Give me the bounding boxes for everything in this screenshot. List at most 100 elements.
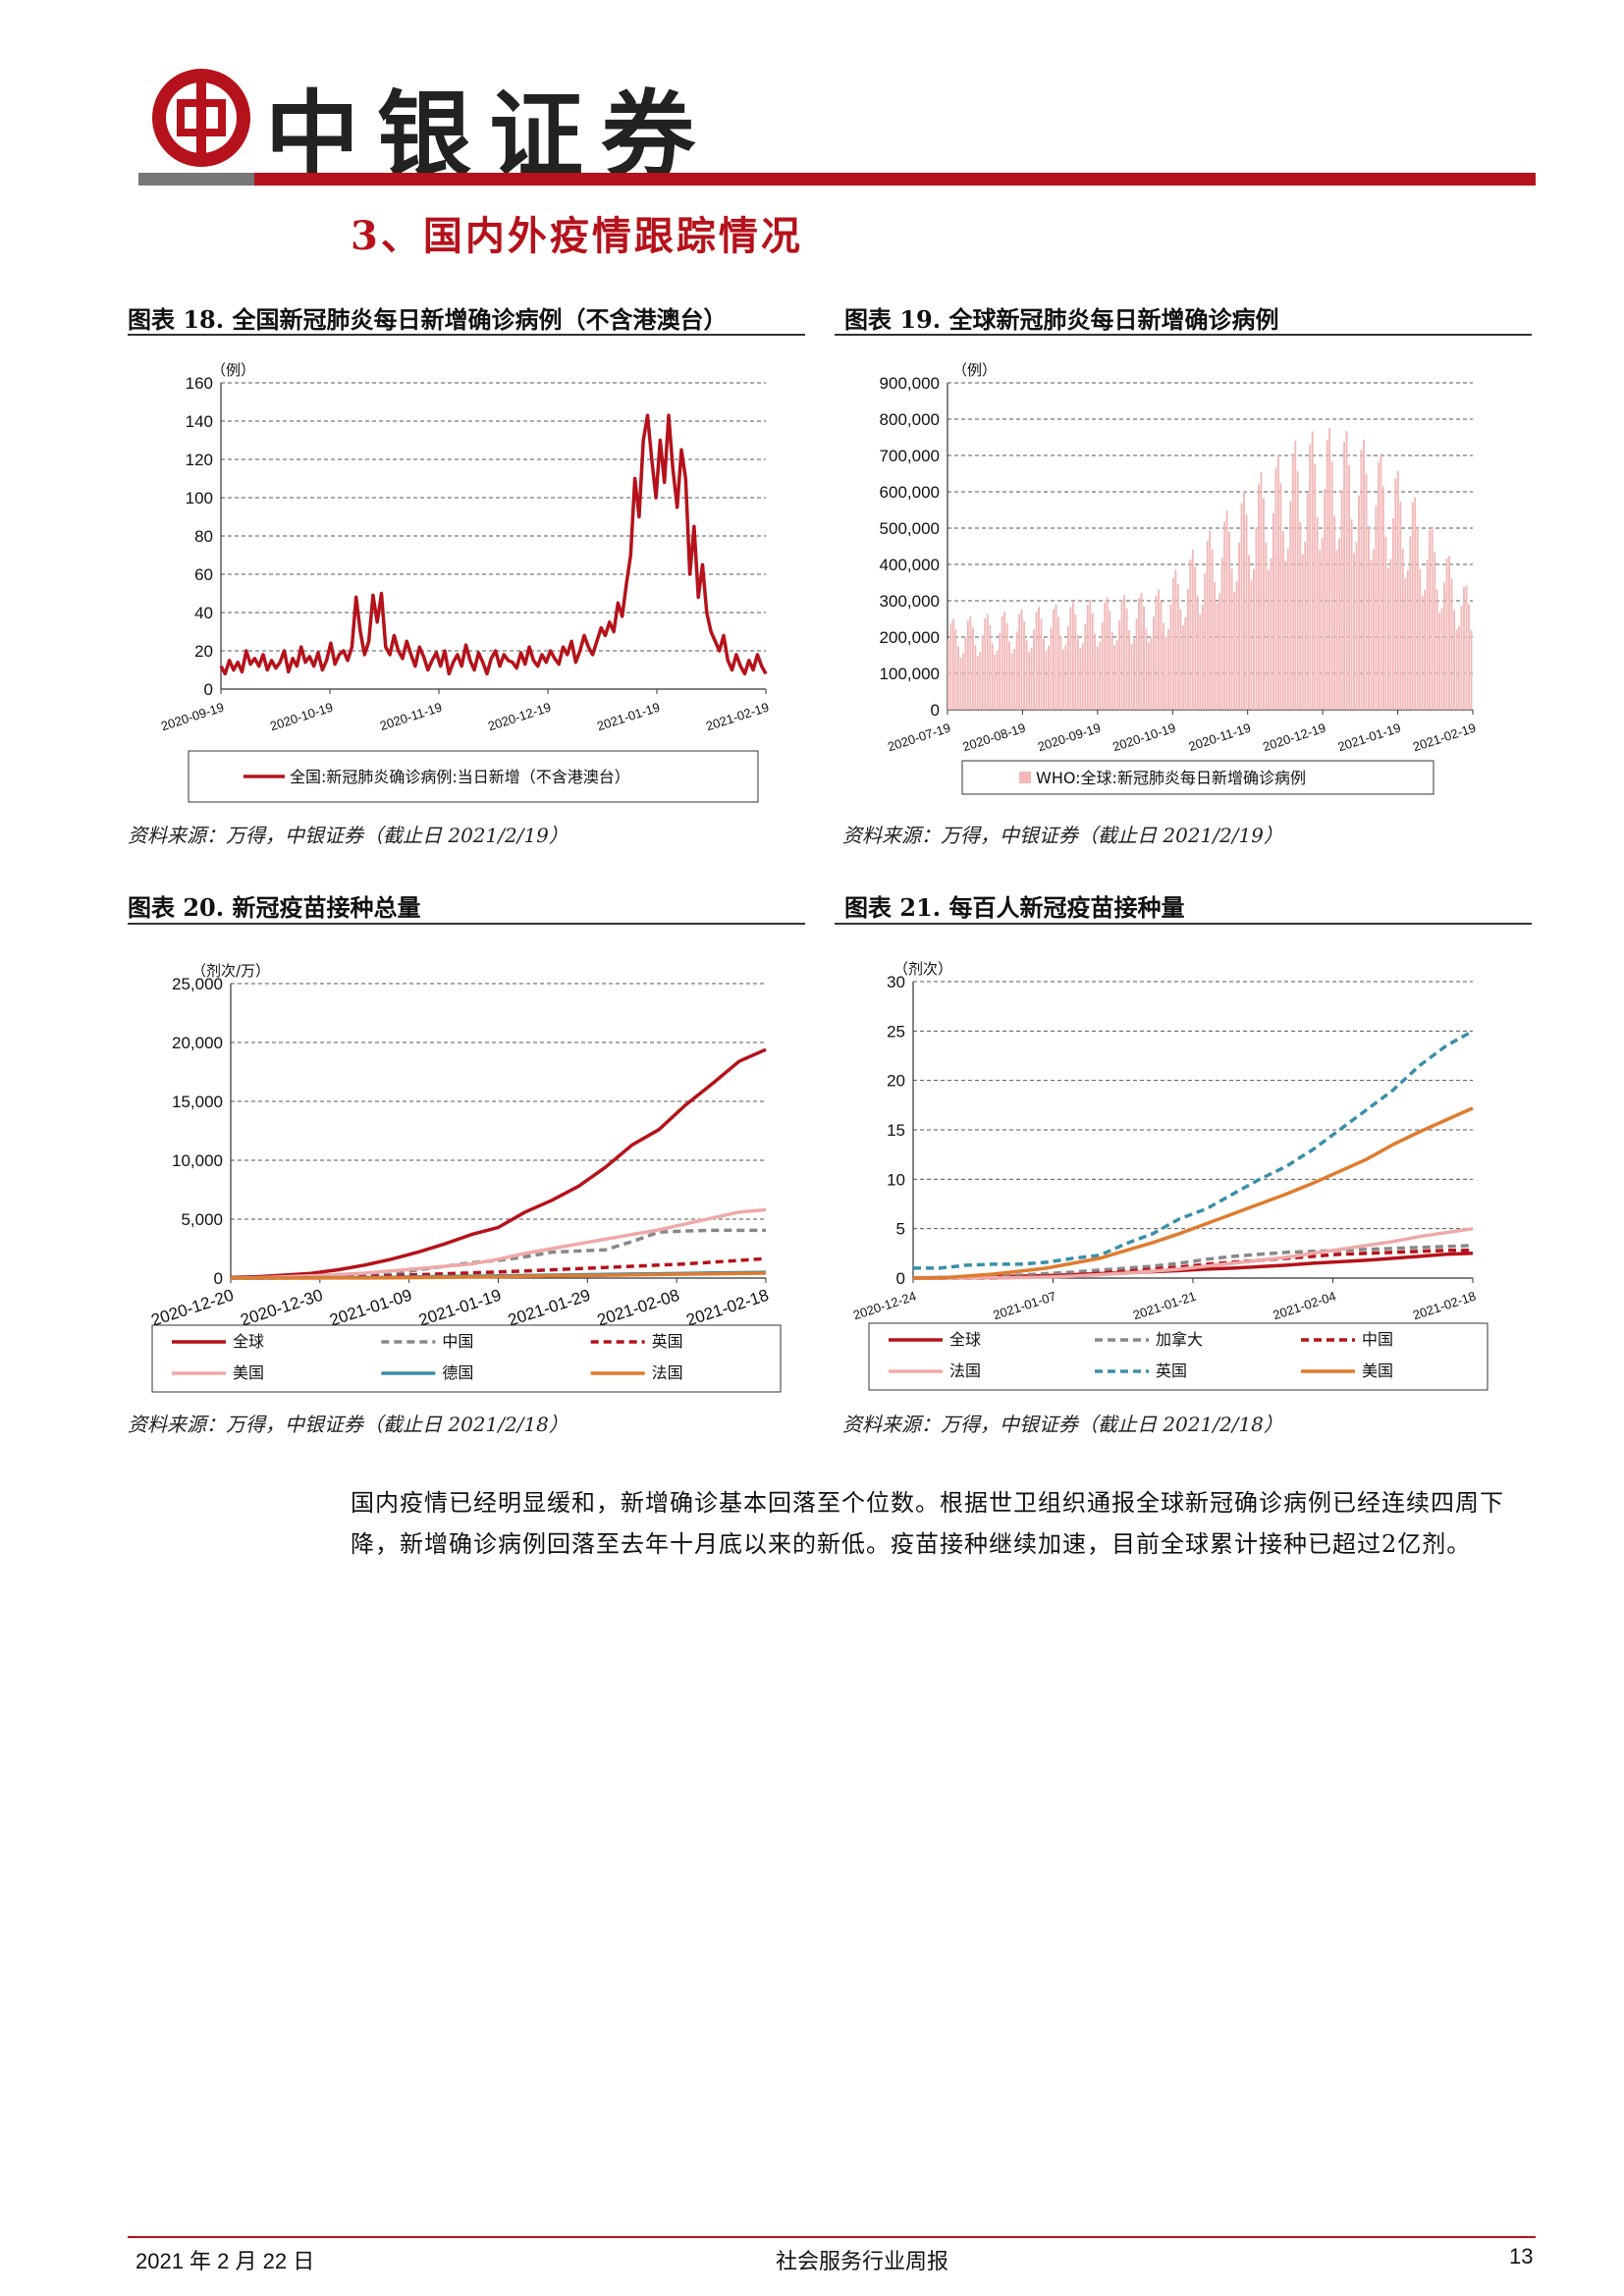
bar bbox=[1389, 559, 1392, 710]
bar bbox=[1401, 549, 1404, 710]
bar bbox=[1233, 591, 1236, 710]
bar bbox=[1253, 568, 1255, 710]
bar bbox=[1338, 538, 1341, 710]
bar bbox=[949, 622, 952, 710]
bar bbox=[1204, 573, 1207, 710]
bar bbox=[1260, 471, 1263, 710]
legend-label: 加拿大 bbox=[1156, 1330, 1203, 1349]
bar bbox=[1094, 633, 1097, 710]
bar bbox=[1143, 606, 1145, 710]
footer-rule bbox=[128, 2236, 1536, 2238]
bar bbox=[1470, 629, 1473, 710]
figure-19-source: 资料来源：万得，中银证券（截止日 2021/2/19） bbox=[842, 824, 1283, 847]
bar bbox=[1409, 536, 1412, 710]
bar bbox=[1465, 585, 1468, 710]
bar bbox=[1005, 622, 1008, 710]
bar bbox=[1431, 526, 1434, 710]
bar bbox=[1066, 625, 1069, 710]
legend-label: 中国 bbox=[442, 1332, 473, 1351]
x-tick-label: 2021-02-19 bbox=[1411, 721, 1478, 755]
y-tick-label: 900,000 bbox=[880, 374, 940, 393]
bar bbox=[1230, 568, 1233, 710]
bar bbox=[1001, 615, 1003, 710]
bar bbox=[1399, 502, 1402, 710]
bar bbox=[1096, 646, 1099, 710]
legend-swatch bbox=[1019, 772, 1031, 783]
bar bbox=[1225, 510, 1228, 710]
x-tick-label: 2020-12-20 bbox=[149, 1286, 237, 1330]
x-tick-label: 2020-10-19 bbox=[1110, 721, 1177, 755]
bar bbox=[1003, 612, 1006, 710]
bar bbox=[1380, 454, 1382, 710]
bar bbox=[1081, 643, 1084, 710]
bar bbox=[1289, 501, 1292, 710]
y-tick-label: 5 bbox=[896, 1220, 905, 1239]
bar bbox=[1125, 608, 1128, 710]
x-tick-label: 2021-01-09 bbox=[327, 1286, 414, 1330]
legend-label: WHO:全球:新冠肺炎每日新增确诊病例 bbox=[1036, 769, 1306, 787]
bar bbox=[1375, 505, 1378, 710]
y-tick-label: 100,000 bbox=[880, 665, 940, 683]
bar bbox=[1048, 646, 1050, 710]
bar bbox=[1186, 588, 1189, 710]
figure-18-chart: 0 20 40 60 80 100 120 140 160 （例） 2020-09-19 2020-1… bbox=[128, 344, 805, 815]
y-tick-label: 20 bbox=[887, 1072, 905, 1091]
bar bbox=[1055, 604, 1057, 710]
bar bbox=[1429, 530, 1432, 710]
bar bbox=[1064, 644, 1067, 710]
bar bbox=[1321, 537, 1324, 710]
bar bbox=[1038, 607, 1040, 710]
bar bbox=[1074, 614, 1077, 710]
bar bbox=[1145, 628, 1148, 710]
bar bbox=[1296, 471, 1299, 710]
bar bbox=[1272, 512, 1274, 710]
y-tick-label: 400,000 bbox=[880, 556, 940, 574]
bar bbox=[1306, 493, 1309, 710]
figure-19-title: 图表 19. 全球新冠肺炎每日新增确诊病例 bbox=[844, 305, 1279, 334]
figure-21-rule bbox=[835, 923, 1532, 925]
x-tick-label: 2021-01-29 bbox=[506, 1286, 593, 1330]
bar bbox=[1150, 637, 1153, 710]
bar bbox=[1028, 652, 1031, 710]
bar bbox=[1258, 484, 1260, 710]
figure-18-rule bbox=[128, 334, 805, 336]
bar bbox=[1328, 427, 1331, 710]
bar bbox=[1394, 478, 1397, 710]
header-rule-gray bbox=[138, 173, 254, 186]
company-logo-icon bbox=[147, 64, 255, 172]
bar bbox=[1270, 558, 1272, 710]
bar bbox=[1326, 440, 1328, 710]
x-tick-label: 2020-09-19 bbox=[159, 700, 226, 734]
bar bbox=[947, 638, 949, 710]
bar bbox=[1345, 431, 1348, 710]
legend-label: 中国 bbox=[1362, 1330, 1393, 1349]
bar bbox=[1416, 526, 1419, 710]
bar bbox=[991, 643, 994, 710]
bar bbox=[1419, 568, 1422, 710]
bar bbox=[981, 635, 984, 710]
y-tick-label: 80 bbox=[194, 527, 213, 546]
bar bbox=[959, 657, 962, 710]
x-tick-label: 2021-02-04 bbox=[1272, 1289, 1338, 1323]
x-tick-label: 2021-02-18 bbox=[1411, 1289, 1478, 1323]
bar bbox=[1148, 642, 1150, 710]
y-tick-label: 15,000 bbox=[172, 1093, 223, 1111]
bar bbox=[1421, 596, 1424, 710]
y-tick-label: 300,000 bbox=[880, 592, 940, 611]
y-tick-label: 20,000 bbox=[172, 1034, 223, 1052]
bar bbox=[1013, 649, 1016, 710]
footer-title: 社会服务行业周报 bbox=[776, 2250, 949, 2274]
bar bbox=[1391, 518, 1394, 710]
bar bbox=[1216, 603, 1218, 710]
y-tick-label: 10,000 bbox=[172, 1151, 223, 1170]
bar bbox=[969, 615, 972, 710]
x-tick-label: 2021-02-08 bbox=[595, 1286, 682, 1330]
bar bbox=[1426, 559, 1429, 710]
y-tick-label: 15 bbox=[887, 1121, 905, 1140]
bar bbox=[1050, 627, 1053, 710]
x-tick-label: 2020-10-19 bbox=[268, 700, 335, 734]
axis-unit-label: （剂次） bbox=[893, 960, 952, 978]
y-tick-label: 25,000 bbox=[172, 975, 223, 993]
bar bbox=[1434, 552, 1436, 710]
bar bbox=[1330, 461, 1333, 710]
